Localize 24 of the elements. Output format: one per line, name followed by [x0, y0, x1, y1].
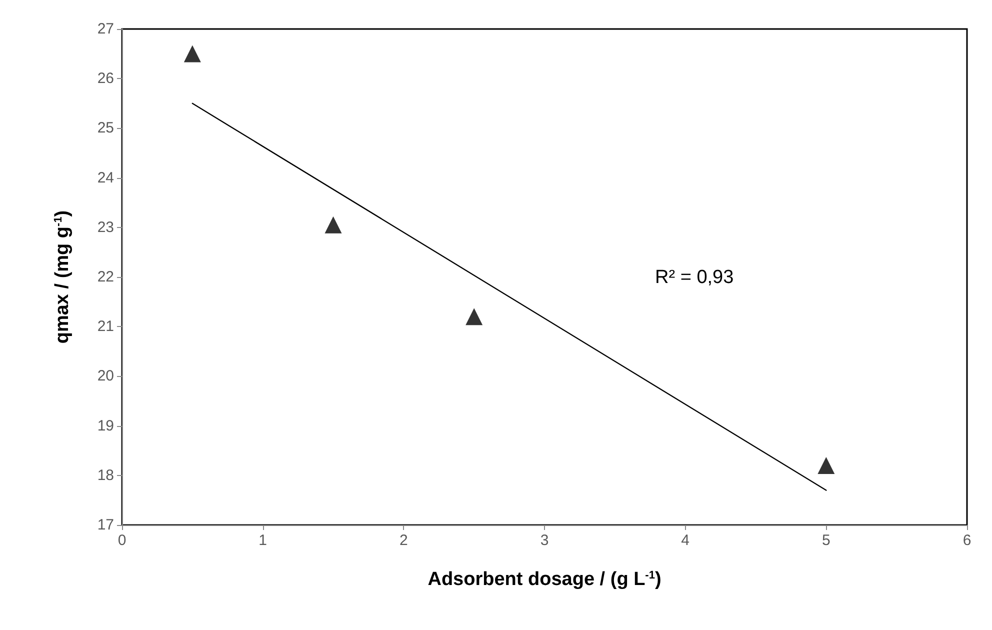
y-tick-label: 24 — [97, 169, 114, 186]
point — [466, 308, 483, 326]
y-tick-label: 26 — [97, 70, 114, 88]
y-tick-label: 21 — [97, 318, 114, 336]
y-tick-label: 25 — [97, 120, 114, 137]
x-tick-label: 1 — [258, 532, 268, 549]
point — [818, 456, 835, 474]
y-tick-label: 17 — [97, 516, 114, 534]
y-tick-label: 19 — [97, 417, 114, 434]
x-tick-label: 4 — [681, 532, 690, 549]
x-tick-label: 6 — [962, 532, 972, 549]
x-tick-label: 3 — [540, 532, 549, 549]
y-tick-label: 22 — [97, 268, 114, 286]
x-tick-label: 2 — [399, 532, 408, 549]
point — [324, 216, 342, 234]
y-tick-label: 27 — [97, 20, 114, 38]
annotation: R² = 0,93 — [655, 267, 734, 288]
y-axis-title: qmax / (mg g-1) — [52, 210, 73, 344]
y-tick-label: 18 — [97, 466, 114, 484]
x-tick-label: 5 — [822, 532, 830, 549]
y-tick-label: 23 — [97, 218, 114, 236]
point — [184, 45, 201, 62]
x-tick-label: 0 — [118, 532, 126, 549]
y-tick-label: 20 — [97, 368, 114, 385]
